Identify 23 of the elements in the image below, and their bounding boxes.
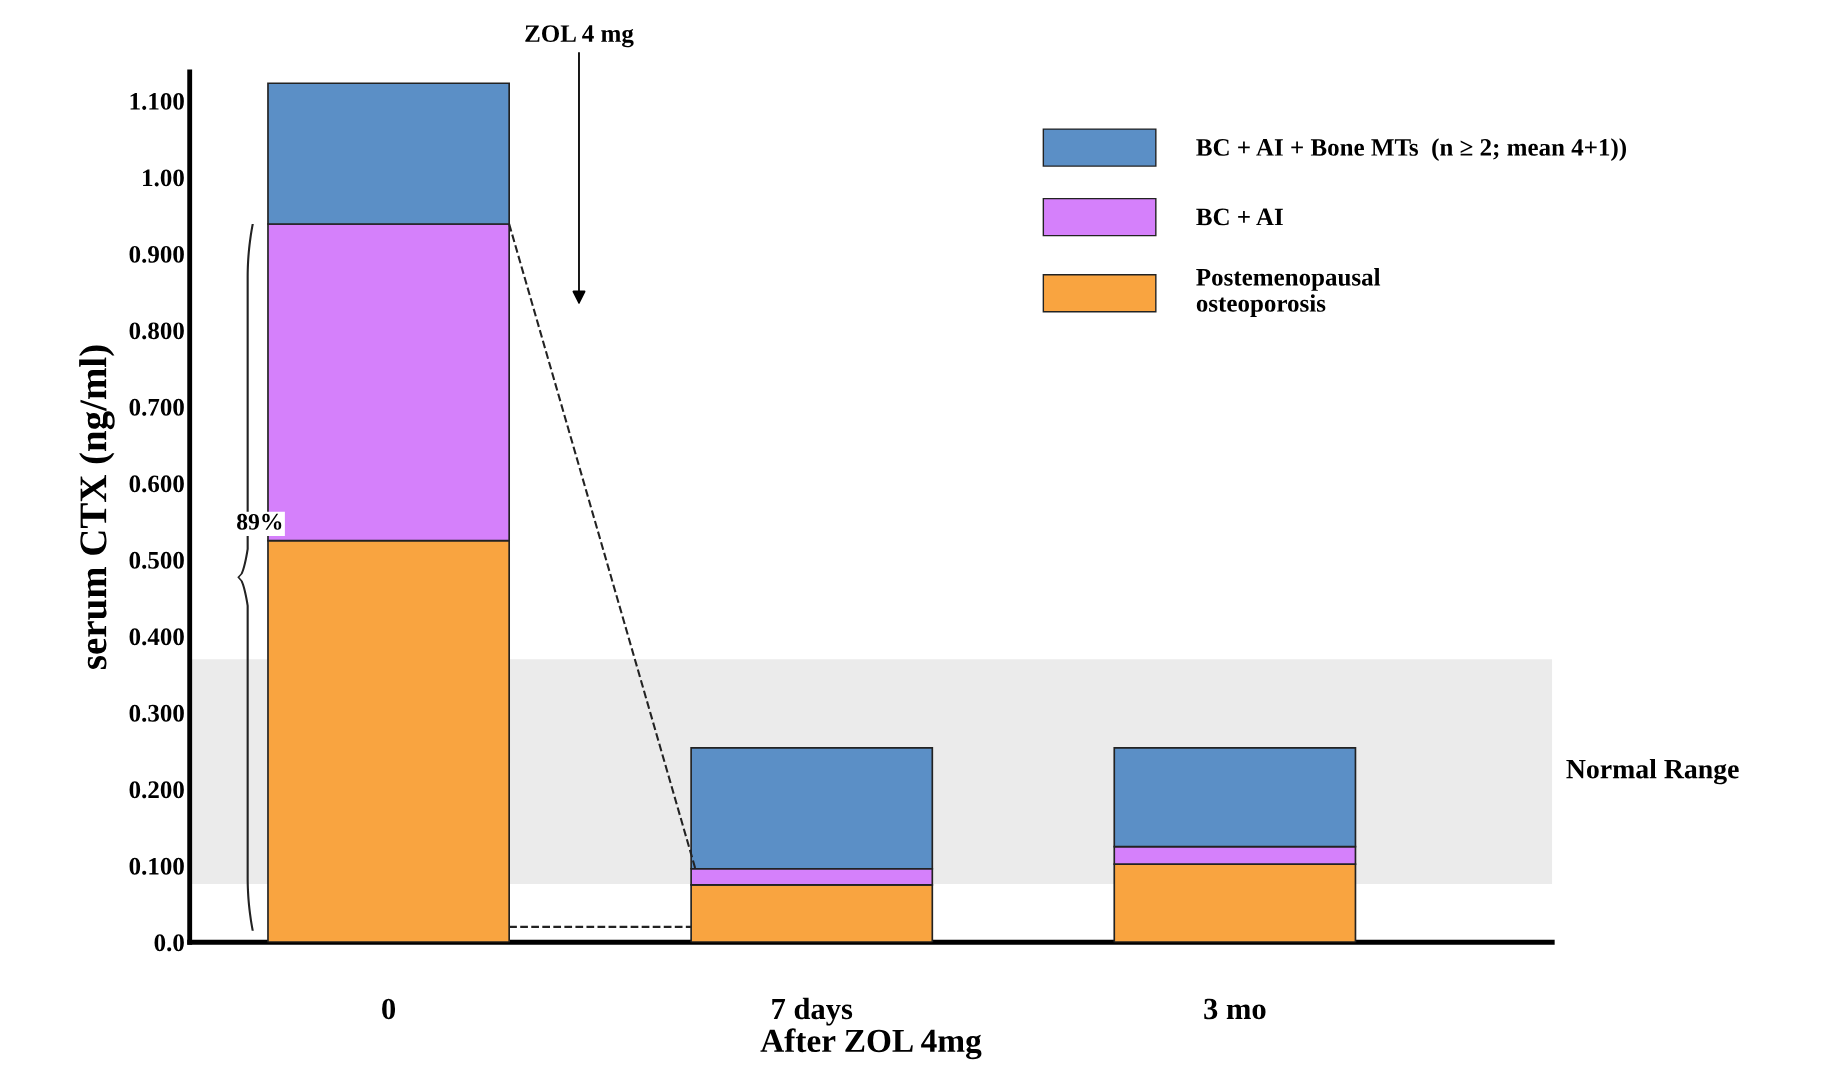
legend-label: Postemenopausal osteoporosis xyxy=(1196,268,1381,317)
y-tick-label: 0.300 xyxy=(129,704,184,722)
x-tick-label: 0 xyxy=(382,998,396,1020)
y-tick-label: 0.400 xyxy=(129,628,184,646)
legend-label: BC + AI + Bone MTs (n ≥ 2; mean 4+1)) xyxy=(1196,138,1627,161)
y-axis-title: serum CTX (ng/ml) xyxy=(79,345,115,669)
y-tick-label: 0.800 xyxy=(129,322,184,340)
y-tick-label: 1.100 xyxy=(130,92,184,110)
x-tick-label: 3 mo xyxy=(1204,998,1266,1020)
y-tick-label: 0.200 xyxy=(129,781,184,799)
y-tick-label: 0.600 xyxy=(129,475,184,493)
band-label: Normal Range xyxy=(1566,758,1739,785)
y-tick-label: 0.700 xyxy=(129,398,184,416)
y-tick-label: 0.0 xyxy=(154,934,184,952)
y-tick-label: 1.00 xyxy=(143,169,184,187)
y-tick-label: 0.900 xyxy=(129,245,184,263)
text: ZOL 4 mg xyxy=(525,25,634,48)
legend-label: BC + AI xyxy=(1196,208,1283,226)
x-axis-title: After ZOL 4mg xyxy=(760,1028,982,1060)
y-tick-label: 0.500 xyxy=(129,551,184,569)
y-tick-label: 0.100 xyxy=(129,857,184,875)
annotation: 89% xyxy=(237,513,282,530)
x-tick-label: 7 days xyxy=(772,997,853,1026)
